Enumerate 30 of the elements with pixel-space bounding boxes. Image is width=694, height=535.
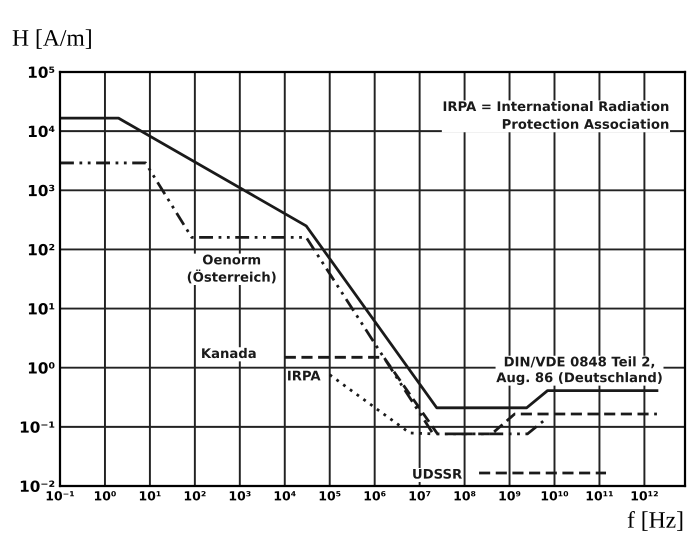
x-tick-label: 10⁰ [94, 491, 116, 501]
series-label: UDSSR [413, 468, 462, 479]
x-tick-label: 10⁸ [454, 491, 476, 501]
x-tick-label: 10² [184, 491, 206, 501]
x-tick-label: 10⁻¹ [46, 491, 74, 501]
x-tick-label: 10¹² [632, 491, 658, 501]
x-tick-label: 10⁵ [320, 491, 340, 501]
y-tick-label: 10³ [28, 184, 54, 196]
annotation: IRPA = International Radiation Protection Association [444, 100, 668, 129]
y-tick-label: 10⁵ [28, 66, 54, 78]
x-tick-label: 10¹ [140, 491, 161, 501]
x-tick-label: 10⁷ [410, 491, 430, 501]
x-tick-label: 10⁶ [364, 491, 386, 501]
x-tick-label: 10¹⁰ [542, 491, 568, 501]
x-tick-label: 10¹¹ [586, 491, 613, 501]
x-tick-label: 10⁴ [274, 491, 296, 501]
series-label: Oenorm (Österreich) [188, 254, 276, 284]
y-tick-label: 10⁰ [28, 362, 55, 374]
y-tick-label: 10¹ [28, 303, 54, 315]
y-tick-label: 10⁴ [28, 126, 55, 138]
y-tick-label: 10⁻¹ [20, 421, 54, 433]
x-tick-label: 10³ [230, 491, 251, 501]
series-label: IRPA [288, 370, 321, 380]
y-axis-title: H [A/m] [12, 29, 91, 49]
y-tick-label: 10² [28, 244, 54, 256]
text: Kanada [202, 348, 256, 358]
x-tick-label: 10⁹ [500, 491, 520, 501]
series-label: DIN/VDE 0848 Teil 2, Aug. 86 (Deutschland) [496, 356, 662, 385]
y-tick-label: 10⁻² [20, 480, 54, 492]
x-axis-title: f [Hz] [628, 511, 682, 531]
